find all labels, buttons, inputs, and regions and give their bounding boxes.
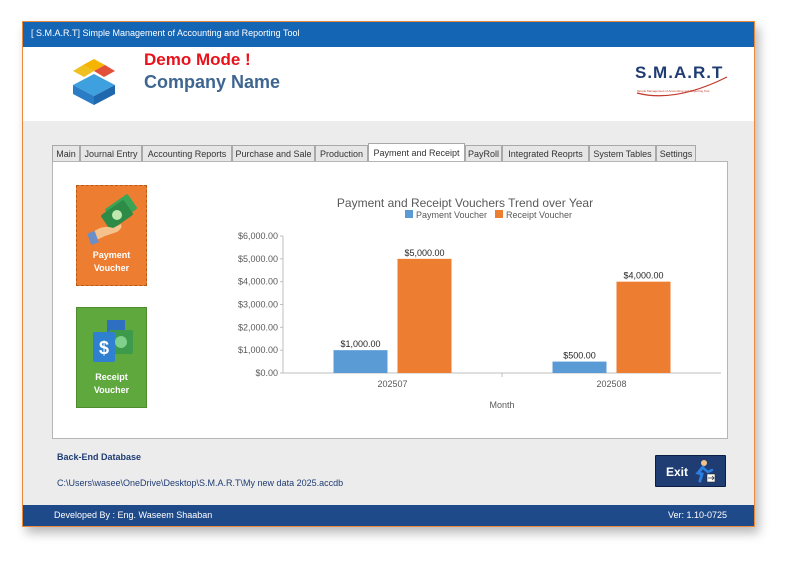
developer-credit: Developed By : Eng. Waseem Shaaban xyxy=(54,510,213,520)
payment-receipt-panel: Payment Voucher $ Receipt Voucher Paymen… xyxy=(52,161,728,439)
brand-swoosh-icon xyxy=(636,76,728,97)
payment-label-line-2: Voucher xyxy=(93,263,130,273)
app-window: [ S.M.A.R.T] Simple Management of Accoun… xyxy=(22,21,755,527)
y-tick-label: $3,000.00 xyxy=(238,300,278,310)
brand-name: S.M.A.R.T xyxy=(635,63,724,82)
voucher-trend-chart: Payment and Receipt Vouchers Trend over … xyxy=(238,196,721,410)
tab-integrated-reports[interactable]: Integrated Reoprts xyxy=(502,145,589,161)
bar-data-label: $4,000.00 xyxy=(623,271,663,281)
brand-tagline: Simple Management of Accounting and Repo… xyxy=(637,89,710,93)
tab-payroll[interactable]: PayRoll xyxy=(465,145,502,161)
exit-button[interactable]: Exit xyxy=(655,455,726,487)
window-title: [ S.M.A.R.T] Simple Management of Accoun… xyxy=(31,28,300,38)
y-tick-label: $2,000.00 xyxy=(238,322,278,332)
tab-accounting-reports[interactable]: Accounting Reports xyxy=(142,145,232,161)
tab-payment-and-receipt[interactable]: Payment and Receipt xyxy=(368,143,465,162)
x-tick-label: 202507 xyxy=(377,379,407,389)
tab-purchase-and-sale[interactable]: Purchase and Sale xyxy=(232,145,315,161)
exit-runner-icon xyxy=(695,460,716,483)
app-header: Demo Mode ! Company Name S.M.A.R.T Simpl… xyxy=(23,47,754,121)
bar-1-202507 xyxy=(333,350,388,373)
status-footer: Developed By : Eng. Waseem Shaaban Ver: … xyxy=(23,505,754,526)
work-area: Main Journal Entry Accounting Reports Pu… xyxy=(23,121,754,505)
bar-1-202508 xyxy=(552,361,607,373)
tab-journal-entry[interactable]: Journal Entry xyxy=(80,145,142,161)
svg-text:$: $ xyxy=(99,338,109,358)
bar-data-label: $500.00 xyxy=(563,351,596,361)
y-tick-label: $5,000.00 xyxy=(238,254,278,264)
x-axis-title: Month xyxy=(489,400,514,410)
y-tick-label: $4,000.00 xyxy=(238,277,278,287)
tab-system-tables[interactable]: System Tables xyxy=(589,145,656,161)
x-tick-label: 202508 xyxy=(596,379,626,389)
legend-label-2: Receipt Voucher xyxy=(506,210,572,220)
chart-title: Payment and Receipt Vouchers Trend over … xyxy=(337,196,593,210)
legend-label-1: Payment Voucher xyxy=(416,210,487,220)
receipt-label-line-1: Receipt xyxy=(95,372,128,382)
backend-database-title: Back-End Database xyxy=(57,452,142,462)
bar-2-202508 xyxy=(616,281,671,373)
y-tick-label: $1,000.00 xyxy=(238,345,278,355)
exit-label: Exit xyxy=(666,465,689,479)
payment-voucher-button[interactable]: Payment Voucher xyxy=(76,185,147,286)
y-tick-label: $6,000.00 xyxy=(238,231,278,241)
y-tick-label: $0.00 xyxy=(255,368,278,378)
bar-data-label: $5,000.00 xyxy=(404,248,444,258)
legend-swatch-2 xyxy=(495,210,503,218)
receipt-label-line-2: Voucher xyxy=(93,385,130,395)
backend-database-path: C:\Users\wasee\OneDrive\Desktop\S.M.A.R.… xyxy=(57,478,344,488)
payment-label-line-1: Payment xyxy=(92,250,131,260)
bar-2-202507 xyxy=(397,258,452,373)
tab-production[interactable]: Production xyxy=(315,145,368,161)
cash-payment-icon xyxy=(87,194,137,246)
title-bar[interactable]: [ S.M.A.R.T] Simple Management of Accoun… xyxy=(23,22,754,47)
smart-brand-logo: S.M.A.R.T Simple Management of Accountin… xyxy=(635,63,730,103)
tab-settings[interactable]: Settings xyxy=(656,145,696,161)
company-logo-icon xyxy=(73,59,115,105)
bar-data-label: $1,000.00 xyxy=(340,339,380,349)
company-name-label: Company Name xyxy=(144,72,281,92)
receipt-voucher-button[interactable]: $ Receipt Voucher xyxy=(76,307,147,408)
tab-main[interactable]: Main xyxy=(52,145,80,161)
legend-swatch-1 xyxy=(405,210,413,218)
payment-voucher-label: Payment Voucher xyxy=(77,249,146,275)
receipt-money-icon: $ xyxy=(93,320,133,362)
version-label: Ver: 1.10-0725 xyxy=(667,510,727,520)
demo-mode-label: Demo Mode ! xyxy=(144,50,251,69)
receipt-voucher-label: Receipt Voucher xyxy=(77,371,146,397)
